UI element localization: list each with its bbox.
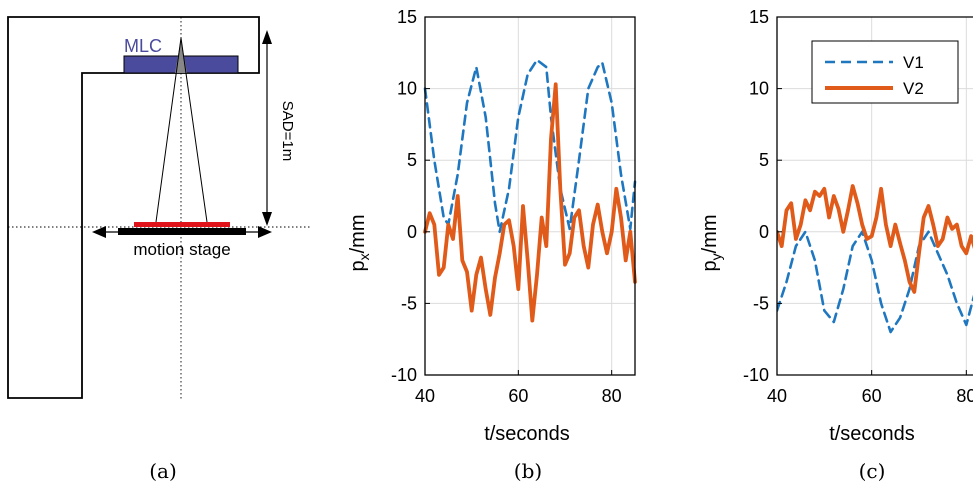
chart-b-series-2-line (423, 82, 637, 323)
chart-b-series-1-line (423, 58, 637, 234)
chart-c-axes-frame (776, 16, 973, 376)
motion-stage-label: motion stage (133, 240, 230, 259)
chart-b-ylabel-main: p (347, 260, 369, 271)
chart-b-ylabel-sub: x (356, 253, 372, 260)
chart-b-ytick-label: 5 (407, 150, 417, 170)
chart-c-series-1-line (777, 230, 973, 334)
chart-c-xtick-label: 60 (862, 386, 882, 406)
chart-c-ylabel: py/mm (699, 214, 724, 271)
chart-c-xtick-label: 40 (767, 386, 787, 406)
chart-b-xtick-label: 80 (602, 386, 622, 406)
chart-b-ytick-label: 10 (397, 79, 417, 99)
chart-b-ylabel-unit: /mm (347, 214, 369, 253)
detector-plate (134, 222, 230, 227)
gantry-outline (7, 16, 260, 399)
chart-c-ytick-label: 5 (759, 150, 769, 170)
beam-cone (155, 37, 208, 223)
chart-c-ylabel-sub: y (708, 253, 724, 260)
caption-a: (a) (149, 459, 177, 483)
chart-b: 40 60 80 -10 -5 0 5 10 15 t/seconds px/mm (347, 7, 637, 445)
caption-b: (b) (514, 459, 542, 483)
chart-b-xlabel: t/seconds (484, 423, 570, 445)
chart-b-ticks: 40 60 80 -10 -5 0 5 10 15 (391, 7, 622, 406)
chart-b-ytick-label: 15 (397, 7, 417, 27)
stage-arrow-right-head (258, 226, 272, 238)
chart-c-ytick-label: -5 (753, 293, 769, 313)
chart-c: 40 60 80 -10 -5 0 5 10 15 t/seconds py/mm V1 V2 (699, 7, 973, 445)
sad-arrow-top-head (262, 30, 272, 44)
chart-b-ytick-label: -10 (391, 365, 417, 385)
chart-b-xtick-label: 40 (415, 386, 435, 406)
chart-c-ytick-label: 0 (759, 222, 769, 242)
chart-c-ytick-label: -10 (743, 365, 769, 385)
sad-arrow-bottom-head (262, 212, 272, 226)
legend-box (811, 40, 959, 104)
chart-c-ticks: 40 60 80 -10 -5 0 5 10 15 (743, 7, 973, 406)
chart-c-legend: V1 V2 (811, 40, 959, 104)
stage-arrow-left-head (92, 226, 106, 238)
chart-b-series (423, 58, 637, 323)
chart-b-ylabel: px/mm (347, 214, 372, 271)
chart-c-series (777, 184, 973, 334)
chart-c-ytick-label: 10 (749, 79, 769, 99)
chart-c-series-2-line (777, 184, 973, 294)
chart-c-ylabel-main: p (699, 260, 721, 271)
chart-b-ytick-label: 0 (407, 222, 417, 242)
schematic-panel: MLC motion stage SAD=1m (7, 16, 312, 400)
chart-c-ytick-label: 15 (749, 7, 769, 27)
chart-b-ytick-label: -5 (401, 293, 417, 313)
chart-c-xlabel: t/seconds (829, 423, 915, 445)
legend-v2-label: V2 (903, 79, 924, 98)
mlc-label: MLC (124, 36, 162, 56)
legend-v1-label: V1 (903, 53, 924, 72)
chart-c-xtick-label: 80 (956, 386, 973, 406)
chart-b-xtick-label: 60 (508, 386, 528, 406)
chart-b-axes-frame (424, 16, 636, 376)
sad-label: SAD=1m (279, 101, 296, 161)
beam-cone-fill (175, 38, 187, 73)
caption-c: (c) (859, 459, 886, 483)
chart-c-ylabel-unit: /mm (699, 214, 721, 253)
